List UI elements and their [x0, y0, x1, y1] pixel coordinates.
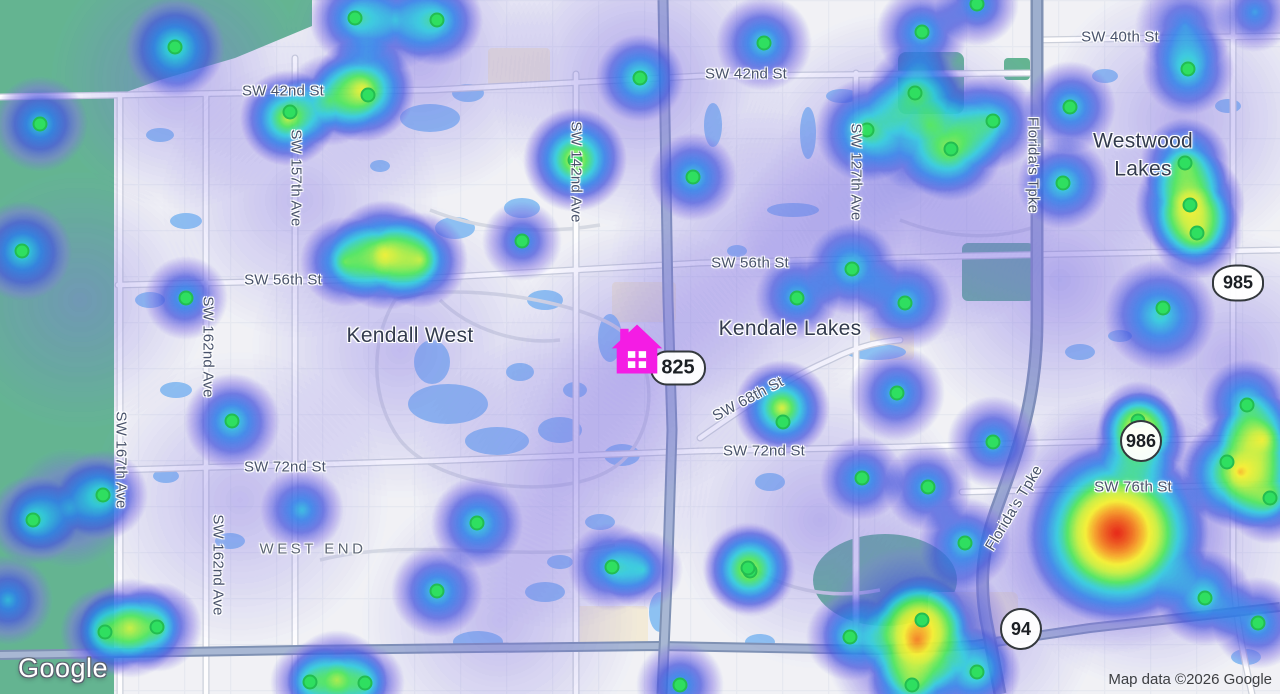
house-marker[interactable]	[609, 322, 665, 378]
google-logo[interactable]: Google	[18, 653, 109, 683]
map-attribution: Map data ©2026 Google	[1108, 671, 1272, 688]
